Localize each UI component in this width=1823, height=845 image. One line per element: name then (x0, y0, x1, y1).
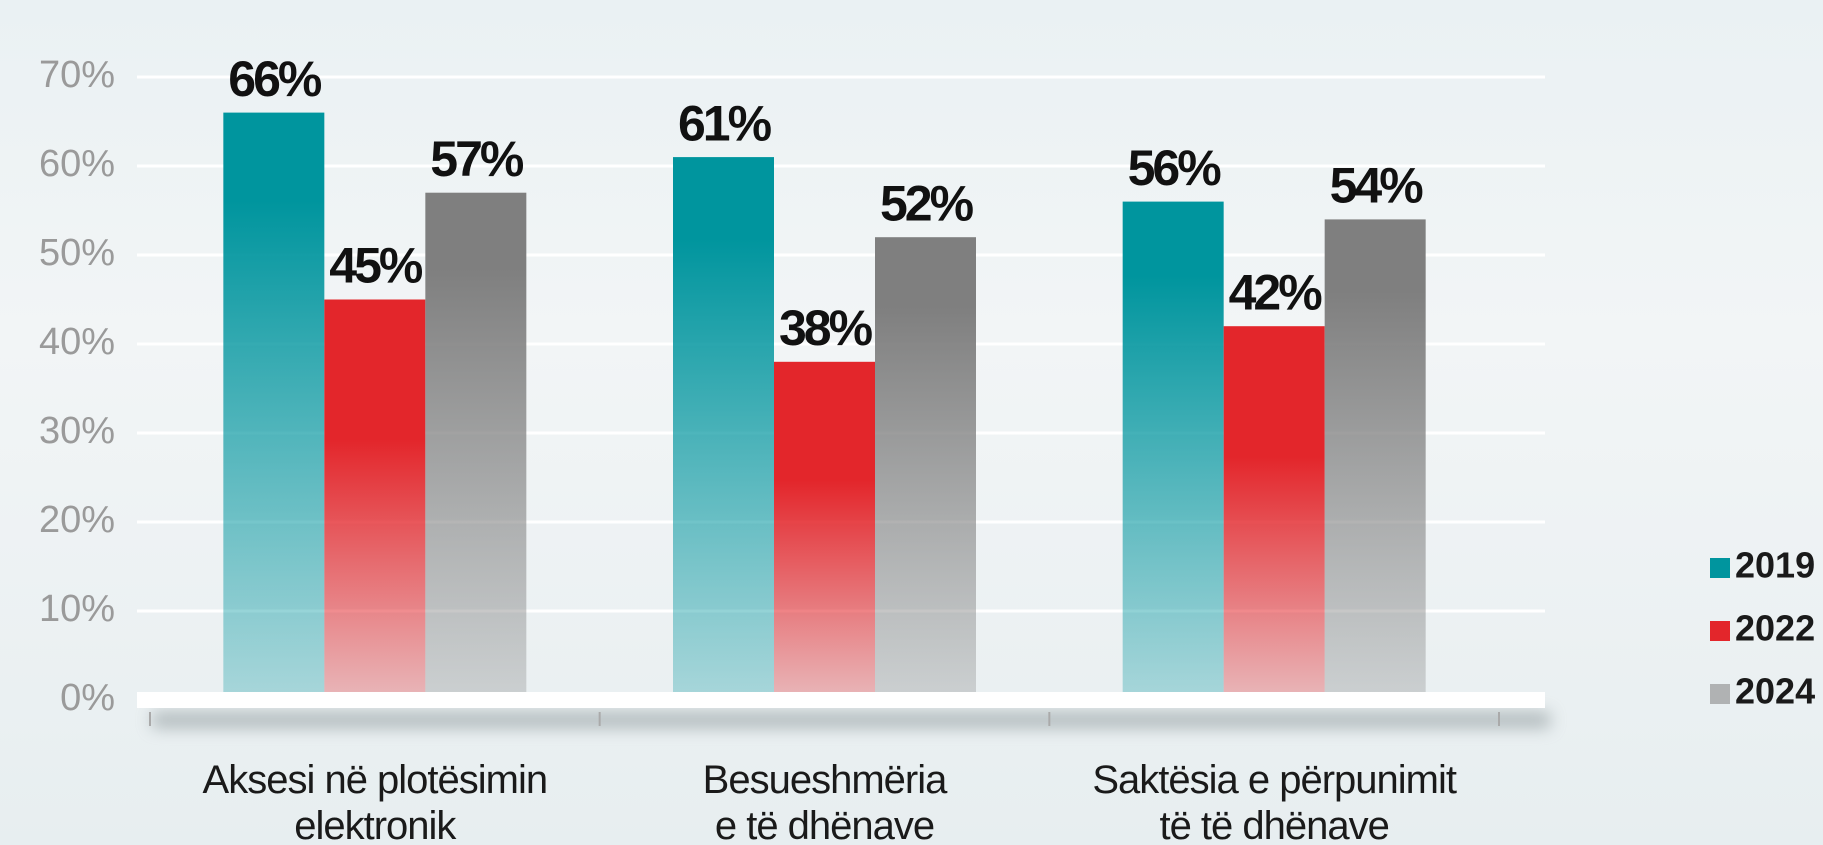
y-tick-label: 50% (39, 232, 115, 274)
bar (1122, 201, 1224, 700)
bar (1324, 219, 1426, 700)
bar (774, 361, 875, 700)
label-line: Besueshmëria (703, 758, 948, 802)
y-tick-label: 70% (39, 54, 115, 96)
bar (1223, 326, 1325, 700)
bar (324, 299, 426, 700)
y-tick-label: 20% (39, 499, 115, 541)
label-line: Saktësia e përpunimit (1092, 758, 1457, 802)
y-tick-label: 40% (39, 321, 115, 363)
data-label: 45% (329, 238, 423, 294)
y-tick-label: 10% (39, 588, 115, 630)
label-line: e të dhënave (715, 804, 934, 845)
y-tick-label: 60% (39, 143, 115, 185)
data-label: 57% (430, 131, 524, 187)
data-label: 66% (228, 51, 322, 107)
x-tick-label: Besueshmëria e të dhënave (703, 758, 948, 845)
platform-shadow (152, 712, 1550, 728)
legend-label: 2024 (1735, 671, 1815, 712)
data-label: 42% (1229, 264, 1323, 320)
legend-swatch (1710, 621, 1730, 641)
data-label: 61% (678, 95, 772, 151)
bar (875, 237, 976, 700)
label-line: të të dhënave (1159, 804, 1388, 845)
bar (673, 157, 774, 701)
platform (137, 692, 1545, 708)
x-tick-label: Saktësia e përpunimit të të dhënave (1092, 758, 1457, 845)
y-tick-label: 0% (60, 677, 115, 719)
legend-swatch (1710, 684, 1730, 704)
data-label: 38% (779, 300, 873, 356)
label-line: Aksesi në plotësimin (203, 758, 548, 802)
data-label: 54% (1330, 158, 1424, 214)
x-tick-label: Aksesi në plotësimin elektronik (203, 758, 548, 845)
y-tick-label: 30% (39, 410, 115, 452)
label-line: elektronik (294, 804, 457, 845)
legend-swatch (1710, 558, 1730, 578)
legend-label: 2019 (1735, 545, 1815, 586)
bar (425, 192, 527, 700)
bar (223, 112, 325, 701)
data-label: 56% (1128, 140, 1222, 196)
data-label: 52% (880, 175, 974, 231)
legend-label: 2022 (1735, 608, 1815, 649)
